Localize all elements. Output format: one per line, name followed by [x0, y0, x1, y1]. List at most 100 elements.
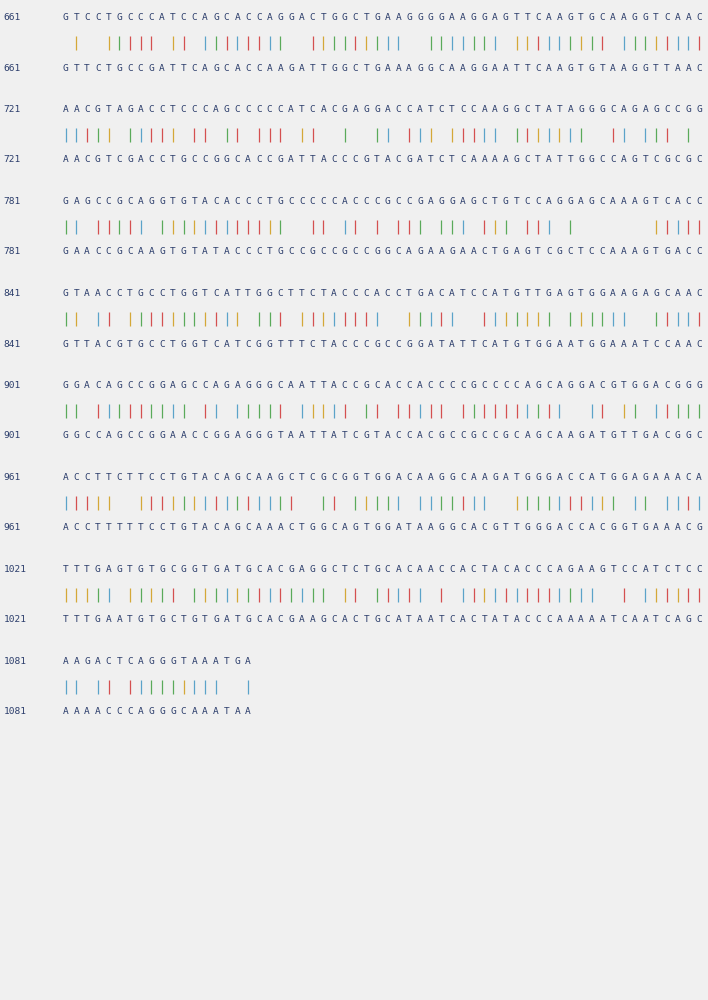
Text: T: T	[438, 340, 444, 349]
Text: T: T	[74, 616, 79, 624]
Text: G: G	[245, 381, 251, 390]
Text: G: G	[342, 64, 348, 73]
Text: A: A	[514, 247, 520, 256]
Text: C: C	[696, 566, 702, 574]
Text: G: G	[149, 708, 154, 716]
Text: G: G	[632, 105, 637, 114]
Text: C: C	[589, 247, 595, 256]
Text: A: A	[503, 64, 508, 73]
Text: A: A	[224, 198, 229, 207]
Text: A: A	[105, 381, 111, 390]
Text: G: G	[374, 64, 379, 73]
Text: G: G	[363, 432, 369, 440]
Text: C: C	[600, 247, 605, 256]
Text: C: C	[309, 474, 315, 483]
Text: C: C	[664, 566, 670, 574]
Text: G: G	[514, 105, 520, 114]
Text: G: G	[450, 474, 455, 483]
Text: G: G	[675, 381, 680, 390]
Text: G: G	[503, 13, 508, 22]
Text: G: G	[181, 340, 186, 349]
Text: A: A	[138, 708, 144, 716]
Text: G: G	[643, 64, 649, 73]
Text: A: A	[299, 381, 304, 390]
Text: G: G	[224, 155, 229, 164]
Text: A: A	[621, 290, 627, 298]
Text: C: C	[331, 198, 337, 207]
Text: T: T	[84, 566, 90, 574]
Text: C: C	[234, 155, 240, 164]
Text: T: T	[525, 340, 530, 349]
Text: G: G	[321, 474, 326, 483]
Text: C: C	[192, 155, 198, 164]
Text: G: G	[63, 64, 69, 73]
Text: C: C	[353, 247, 358, 256]
Text: A: A	[299, 13, 304, 22]
Text: A: A	[546, 198, 552, 207]
Text: T: T	[138, 474, 144, 483]
Text: G: G	[643, 13, 649, 22]
Text: C: C	[138, 13, 144, 22]
Text: C: C	[535, 198, 541, 207]
Text: C: C	[331, 523, 337, 532]
Text: A: A	[471, 155, 476, 164]
Text: A: A	[353, 105, 358, 114]
Text: C: C	[438, 64, 444, 73]
Text: T: T	[514, 474, 520, 483]
Text: A: A	[428, 523, 433, 532]
Text: A: A	[288, 105, 294, 114]
Text: T: T	[181, 658, 186, 667]
Text: G: G	[450, 198, 455, 207]
Text: A: A	[245, 708, 251, 716]
Text: C: C	[127, 432, 133, 440]
Text: A: A	[396, 566, 401, 574]
Text: C: C	[288, 474, 294, 483]
Text: T: T	[578, 340, 584, 349]
Text: T: T	[74, 13, 79, 22]
Text: C: C	[481, 523, 487, 532]
Text: G: G	[256, 381, 262, 390]
Text: G: G	[385, 474, 391, 483]
Text: A: A	[192, 708, 198, 716]
Text: A: A	[234, 381, 240, 390]
Text: C: C	[460, 381, 466, 390]
Text: A: A	[234, 64, 240, 73]
Text: A: A	[299, 616, 304, 624]
Text: C: C	[535, 566, 541, 574]
Text: G: G	[471, 198, 476, 207]
Text: C: C	[503, 566, 508, 574]
Text: A: A	[471, 474, 476, 483]
Text: A: A	[159, 13, 165, 22]
Text: C: C	[127, 381, 133, 390]
Text: C: C	[471, 105, 476, 114]
Text: G: G	[138, 566, 144, 574]
Text: A: A	[556, 523, 562, 532]
Text: G: G	[653, 105, 659, 114]
Text: C: C	[74, 523, 79, 532]
Text: C: C	[353, 381, 358, 390]
Text: G: G	[267, 432, 273, 440]
Text: G: G	[192, 340, 198, 349]
Text: T: T	[653, 616, 659, 624]
Text: C: C	[492, 432, 498, 440]
Text: G: G	[170, 658, 176, 667]
Text: T: T	[278, 432, 283, 440]
Text: C: C	[149, 105, 154, 114]
Text: C: C	[213, 290, 219, 298]
Text: G: G	[63, 381, 69, 390]
Text: C: C	[353, 566, 358, 574]
Text: C: C	[278, 566, 283, 574]
Text: G: G	[363, 381, 369, 390]
Text: A: A	[299, 64, 304, 73]
Text: A: A	[309, 616, 315, 624]
Text: G: G	[481, 64, 487, 73]
Text: A: A	[385, 105, 391, 114]
Text: 1021: 1021	[4, 566, 26, 574]
Text: T: T	[621, 432, 627, 440]
Text: A: A	[460, 198, 466, 207]
Text: G: G	[578, 381, 584, 390]
Text: C: C	[664, 381, 670, 390]
Text: G: G	[181, 381, 186, 390]
Text: G: G	[288, 616, 294, 624]
Text: T: T	[503, 616, 508, 624]
